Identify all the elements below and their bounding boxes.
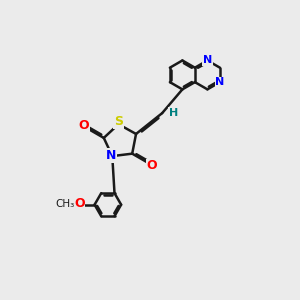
Text: N: N [106,149,116,162]
Text: O: O [79,119,89,132]
Text: S: S [114,116,123,128]
Text: O: O [74,197,85,210]
Text: N: N [215,77,225,87]
Text: H: H [169,107,178,118]
Text: N: N [203,56,212,65]
Text: O: O [147,159,158,172]
Text: CH₃: CH₃ [55,199,74,208]
